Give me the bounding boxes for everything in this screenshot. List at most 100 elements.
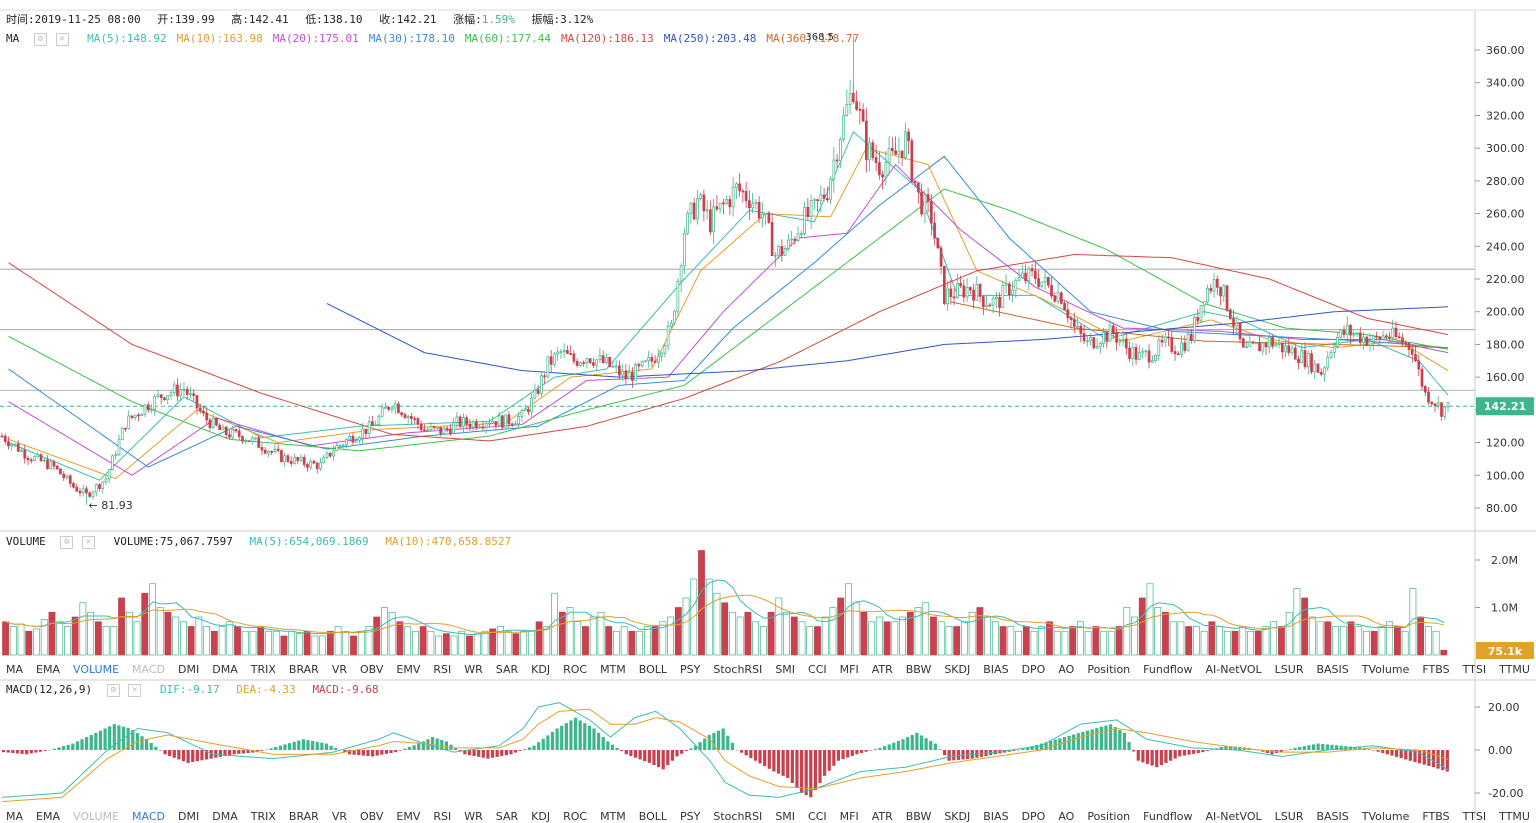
candle-body <box>328 452 332 457</box>
tab-tvolume[interactable]: TVolume <box>1361 663 1410 676</box>
settings-icon[interactable]: ⚙ <box>60 535 74 549</box>
tab-bias[interactable]: BIAS <box>983 663 1009 676</box>
macd-histogram-bar <box>126 727 130 750</box>
candle-body <box>7 441 10 447</box>
tab-mtm[interactable]: MTM <box>600 663 626 676</box>
volume-bar <box>56 621 64 656</box>
tab-dpo[interactable]: DPO <box>1021 663 1046 676</box>
candle-body <box>198 407 202 412</box>
tab-boll[interactable]: BOLL <box>638 663 668 676</box>
macd-histogram-bar <box>739 750 744 753</box>
settings-icon[interactable]: ⚙ <box>106 683 120 697</box>
macd-tick-label: -20.00 <box>1488 787 1523 800</box>
volume-bar <box>226 621 234 656</box>
tab-dmi[interactable]: DMI <box>178 663 200 676</box>
tab-fundflow[interactable]: Fundflow <box>1143 663 1193 676</box>
settings-icon[interactable]: ⚙ <box>33 32 47 46</box>
macd-histogram-bar <box>269 748 273 750</box>
candle-body <box>465 417 469 425</box>
tab-ao[interactable]: AO <box>1058 663 1075 676</box>
tab-rsi[interactable]: RSI <box>433 663 452 676</box>
candle-body <box>224 426 228 436</box>
candle-body <box>985 304 988 308</box>
close-icon[interactable]: ✕ <box>82 535 95 549</box>
tab-basis[interactable]: BASIS <box>1316 663 1349 676</box>
macd-histogram-bar <box>357 750 361 756</box>
candle-body <box>748 200 751 209</box>
tab-lsur[interactable]: LSUR <box>1274 663 1304 676</box>
tab-ma[interactable]: MA <box>6 663 24 676</box>
tab-mfi[interactable]: MFI <box>839 663 859 676</box>
candle-body <box>62 473 66 479</box>
macd-histogram-bar <box>1367 749 1371 750</box>
tab-macd[interactable]: MACD <box>132 663 166 676</box>
candle-body <box>322 457 326 464</box>
macd-histogram-bar <box>1279 750 1283 752</box>
candle-body <box>46 459 49 469</box>
tab-brar[interactable]: BRAR <box>288 663 319 676</box>
volume-bar <box>682 597 690 656</box>
tab-position[interactable]: Position <box>1087 663 1131 676</box>
tab-ftbs[interactable]: FTBS <box>1422 663 1450 676</box>
tab-wr[interactable]: WR <box>464 663 483 676</box>
macd-histogram-bar <box>1307 745 1311 750</box>
tab-stochrsi[interactable]: StochRSI <box>713 663 763 676</box>
macd-histogram-bar <box>504 750 508 756</box>
tab-volume[interactable]: VOLUME <box>72 663 120 676</box>
macd-histogram-bar <box>647 750 651 763</box>
candle-body <box>559 351 563 353</box>
tab-ai-netvol[interactable]: AI-NetVOL <box>1205 663 1262 676</box>
candle-body <box>767 212 771 223</box>
volume-bar <box>1432 630 1440 656</box>
tab-ttmu[interactable]: TTMU <box>1499 663 1530 676</box>
volume-bar <box>466 635 473 656</box>
tab-ema[interactable]: EMA <box>36 663 60 676</box>
macd-histogram-bar <box>1330 744 1334 750</box>
candle-body <box>1261 342 1265 352</box>
macd-histogram-bar <box>80 739 84 750</box>
tab-kdj[interactable]: KDJ <box>531 663 551 676</box>
candle-body <box>202 410 205 414</box>
tab-dma[interactable]: DMA <box>212 663 238 676</box>
tab-atr[interactable]: ATR <box>871 663 893 676</box>
tab-emv[interactable]: EMV <box>396 663 421 676</box>
close-icon[interactable]: ✕ <box>55 32 69 46</box>
macd-histogram-bar <box>836 750 841 761</box>
tab-smi[interactable]: SMI <box>775 663 796 676</box>
volume-bar <box>1216 626 1224 656</box>
candle-body <box>1258 342 1261 352</box>
tab-psy[interactable]: PSY <box>680 663 701 676</box>
volume-bar <box>899 616 906 656</box>
volume-bar <box>1131 616 1138 656</box>
volume-bar <box>1061 630 1069 656</box>
tab-skdj[interactable]: SKDJ <box>944 663 971 676</box>
tab-cci[interactable]: CCI <box>808 663 827 676</box>
volume-bar <box>520 630 528 656</box>
macd-histogram-bar <box>633 750 638 758</box>
close-icon[interactable]: ✕ <box>128 683 142 697</box>
macd-histogram-bar <box>1044 742 1048 750</box>
macd-histogram-bar <box>200 750 204 761</box>
tab-sar[interactable]: SAR <box>495 663 519 676</box>
candle-body <box>1014 279 1018 291</box>
macd-histogram-bar <box>938 749 942 750</box>
change-value: 1.59% <box>481 13 515 26</box>
tab-obv[interactable]: OBV <box>360 663 384 676</box>
tab-vr[interactable]: VR <box>331 663 347 676</box>
candle-body <box>286 455 290 462</box>
indicator-tab-bar: MA EMA VOLUME MACD DMI DMA TRIX BRAR VR OBV EMV RSI… <box>6 663 1536 676</box>
tab-roc[interactable]: ROC <box>563 663 588 676</box>
tab-ttsi[interactable]: TTSI <box>1462 663 1487 676</box>
volume-bar <box>845 583 852 656</box>
candle-body <box>247 440 251 443</box>
macd-histogram-bar <box>89 734 93 750</box>
macd-histogram-bar <box>435 738 439 750</box>
macd-histogram-bar <box>366 750 370 757</box>
macd-histogram-bar <box>610 744 615 750</box>
tab-trix[interactable]: TRIX <box>250 663 276 676</box>
tab-bbw[interactable]: BBW <box>905 663 932 676</box>
volume-bar <box>141 592 149 656</box>
time-label: 时间:2019-11-25 08:00 <box>6 13 141 26</box>
volume-bar <box>396 621 404 656</box>
